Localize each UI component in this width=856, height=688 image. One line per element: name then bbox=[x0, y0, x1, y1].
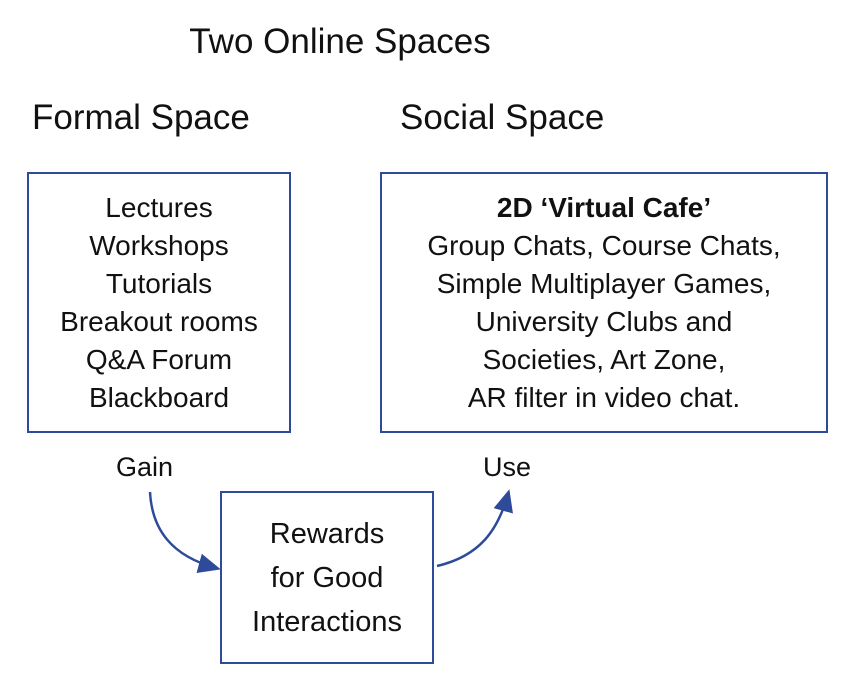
gain-label: Gain bbox=[116, 452, 174, 482]
virtual-cafe-title: 2D ‘Virtual Cafe’ bbox=[496, 191, 712, 223]
rewards-line: for Good bbox=[270, 561, 384, 594]
formal-space-box: Lectures Workshops Tutorials Breakout ro… bbox=[27, 172, 291, 433]
social-space-heading: Social Space bbox=[400, 98, 605, 137]
social-line: Group Chats, Course Chats, bbox=[427, 229, 781, 261]
formal-item: Blackboard bbox=[88, 381, 230, 413]
formal-item: Lectures bbox=[105, 191, 213, 223]
formal-item: Workshops bbox=[89, 229, 229, 261]
social-line: AR filter in video chat. bbox=[467, 381, 741, 413]
rewards-box: Rewards for Good Interactions bbox=[220, 491, 434, 664]
formal-space-heading: Formal Space bbox=[32, 98, 250, 137]
rewards-line: Interactions bbox=[252, 605, 402, 638]
social-line: Societies, Art Zone, bbox=[482, 343, 726, 375]
social-line: University Clubs and bbox=[475, 305, 733, 337]
rewards-line: Rewards bbox=[269, 517, 385, 550]
use-arrow bbox=[436, 489, 513, 568]
formal-item: Tutorials bbox=[105, 267, 213, 299]
use-label: Use bbox=[483, 452, 532, 482]
diagram-title: Two Online Spaces bbox=[189, 22, 491, 61]
social-line: Simple Multiplayer Games, bbox=[436, 267, 772, 299]
gain-arrow bbox=[148, 491, 221, 574]
formal-item: Breakout rooms bbox=[60, 305, 258, 337]
formal-item: Q&A Forum bbox=[85, 343, 233, 375]
social-space-box: 2D ‘Virtual Cafe’ Group Chats, Course Ch… bbox=[380, 172, 828, 433]
